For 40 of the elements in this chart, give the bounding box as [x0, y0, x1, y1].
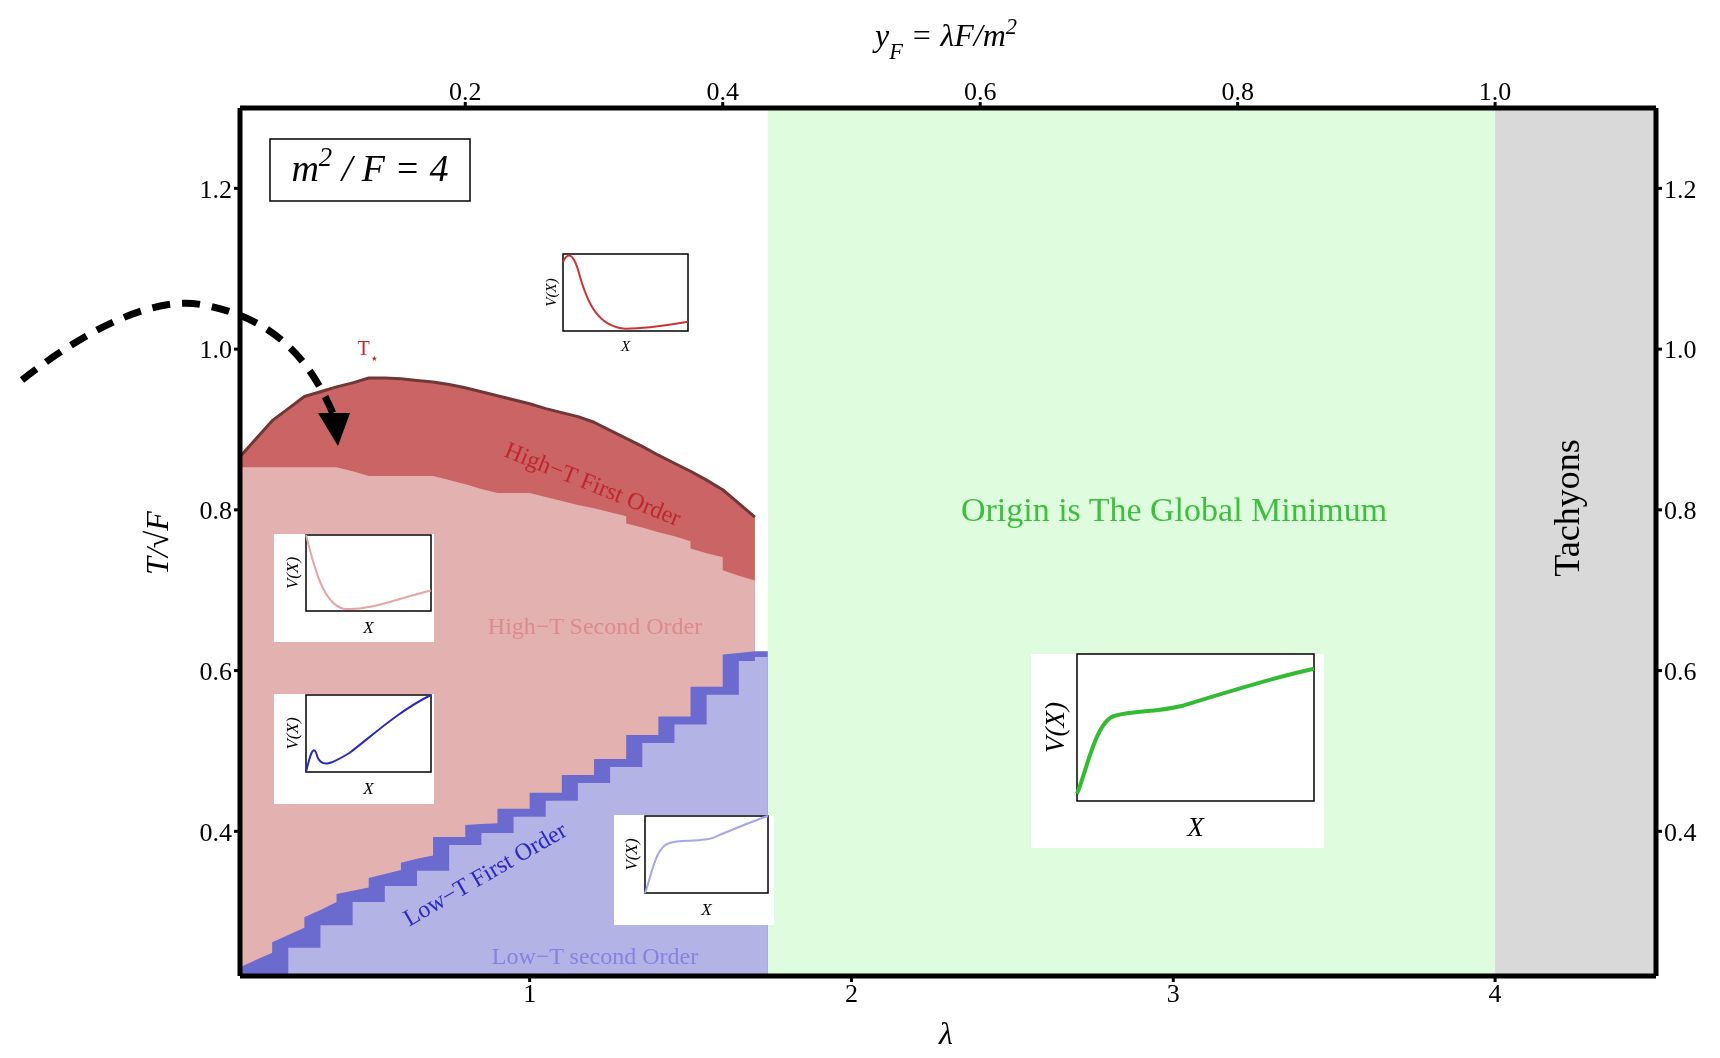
annotation: X [362, 779, 375, 799]
y-tick-label: 1.0 [199, 335, 232, 365]
x-tick-label: 1 [523, 979, 537, 1009]
annotation: X [1186, 812, 1206, 843]
annotation: V(X) [1039, 702, 1070, 753]
y-tick-label: 0.4 [199, 817, 232, 847]
annotation: V(X) [282, 556, 302, 590]
annotation: V(X) [621, 838, 641, 871]
x2-axis-title: y$_{F}$ = λF/m$^{2}$ [871, 13, 1018, 64]
y2-tick-label: 1.2 [1664, 174, 1697, 204]
y-tick-label: 1.2 [199, 174, 232, 204]
x-tick-label: 3 [1166, 979, 1180, 1009]
potential-plot-icon: V(X) X [274, 534, 434, 642]
x-tick-label: 2 [844, 979, 858, 1009]
band-label: Tachyons [1547, 439, 1588, 577]
annotation: m$^{2}$ / F = 4 [291, 142, 449, 189]
annotation: X [362, 618, 375, 638]
y-tick-label: 0.8 [199, 496, 232, 526]
y2-tick-label: 1.0 [1664, 335, 1697, 365]
annotation: X [619, 337, 631, 354]
y2-tick-label: 0.8 [1664, 496, 1697, 526]
x-axis-title: λ [938, 1015, 954, 1051]
y2-tick-label: 0.4 [1664, 817, 1697, 847]
y-tick-label: 0.6 [199, 656, 232, 686]
potential-plot-icon: V(X) X [614, 815, 774, 925]
annotation: V(X) [282, 717, 302, 750]
y-axis-title: T/√F [139, 510, 175, 575]
annotation: T$_{⋆}$ [357, 337, 379, 366]
y2-tick-label: 0.6 [1664, 656, 1697, 686]
x2-tick-label: 0.8 [1221, 77, 1254, 106]
x-tick-label: 4 [1488, 979, 1502, 1009]
x2-tick-label: 1.0 [1478, 77, 1512, 106]
band-label: Origin is The Global Minimum [960, 490, 1388, 528]
potential-plot-icon: V(X) X [274, 694, 434, 804]
potential-plot-icon: V(X) X [1031, 653, 1324, 848]
annotation: V(X) [542, 278, 560, 307]
x2-tick-label: 0.6 [963, 77, 997, 106]
x2-tick-label: 0.2 [449, 77, 482, 106]
x2-tick-label: 0.4 [706, 77, 739, 106]
annotation: X [700, 900, 713, 920]
